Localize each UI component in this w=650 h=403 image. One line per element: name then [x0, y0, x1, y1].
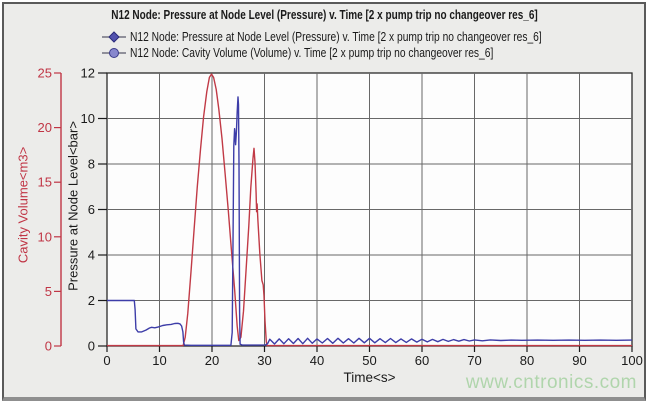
pressure-series-line	[107, 96, 633, 346]
x-tick-label: 10	[152, 353, 166, 368]
legend-item-volume: N12 Node: Cavity Volume (Volume) v. Time…	[102, 45, 632, 61]
pressure-tick-label: 2	[88, 293, 95, 308]
pressure-tick-label: 10	[81, 111, 95, 126]
x-tick-label: 100	[621, 353, 643, 368]
x-tick-label: 40	[310, 353, 324, 368]
volume-tick-label: 20	[38, 120, 52, 135]
legend-label-pressure: N12 Node: Pressure at Node Level (Pressu…	[130, 30, 542, 44]
legend-label-volume: N12 Node: Cavity Volume (Volume) v. Time…	[130, 46, 494, 60]
volume-tick-label: 10	[38, 229, 52, 244]
x-axis-title: Time<s>	[343, 370, 396, 385]
volume-tick-label: 0	[45, 339, 52, 354]
legend-marker-circle-icon	[102, 48, 126, 58]
pressure-tick-label: 0	[88, 339, 95, 354]
x-tick-label: 30	[257, 353, 271, 368]
volume-series-line	[107, 73, 632, 347]
chart-title-text: N12 Node: Pressure at Node Level (Pressu…	[111, 8, 539, 22]
volume-tick-label: 25	[38, 66, 52, 81]
x-tick-label: 70	[467, 353, 481, 368]
x-tick-label: 60	[415, 353, 429, 368]
pressure-tick-label: 12	[81, 66, 95, 81]
x-tick-label: 0	[103, 353, 110, 368]
watermark: www.cntronics.com	[465, 372, 637, 393]
pressure-tick-label: 8	[88, 157, 95, 172]
x-tick-label: 80	[520, 353, 534, 368]
volume-tick-label: 5	[45, 284, 52, 299]
x-tick-label: 50	[362, 353, 376, 368]
legend-marker-diamond-icon	[102, 31, 126, 43]
legend-item-pressure: N12 Node: Pressure at Node Level (Pressu…	[102, 29, 632, 45]
x-tick-label: 20	[205, 353, 219, 368]
x-tick-label: 90	[572, 353, 586, 368]
pressure-tick-label: 6	[88, 202, 95, 217]
page-title: N12 Node: Pressure at Node Level (Pressu…	[4, 8, 646, 22]
legend: N12 Node: Pressure at Node Level (Pressu…	[102, 29, 632, 61]
pressure-tick-label: 4	[88, 248, 95, 263]
volume-tick-label: 15	[38, 175, 52, 190]
